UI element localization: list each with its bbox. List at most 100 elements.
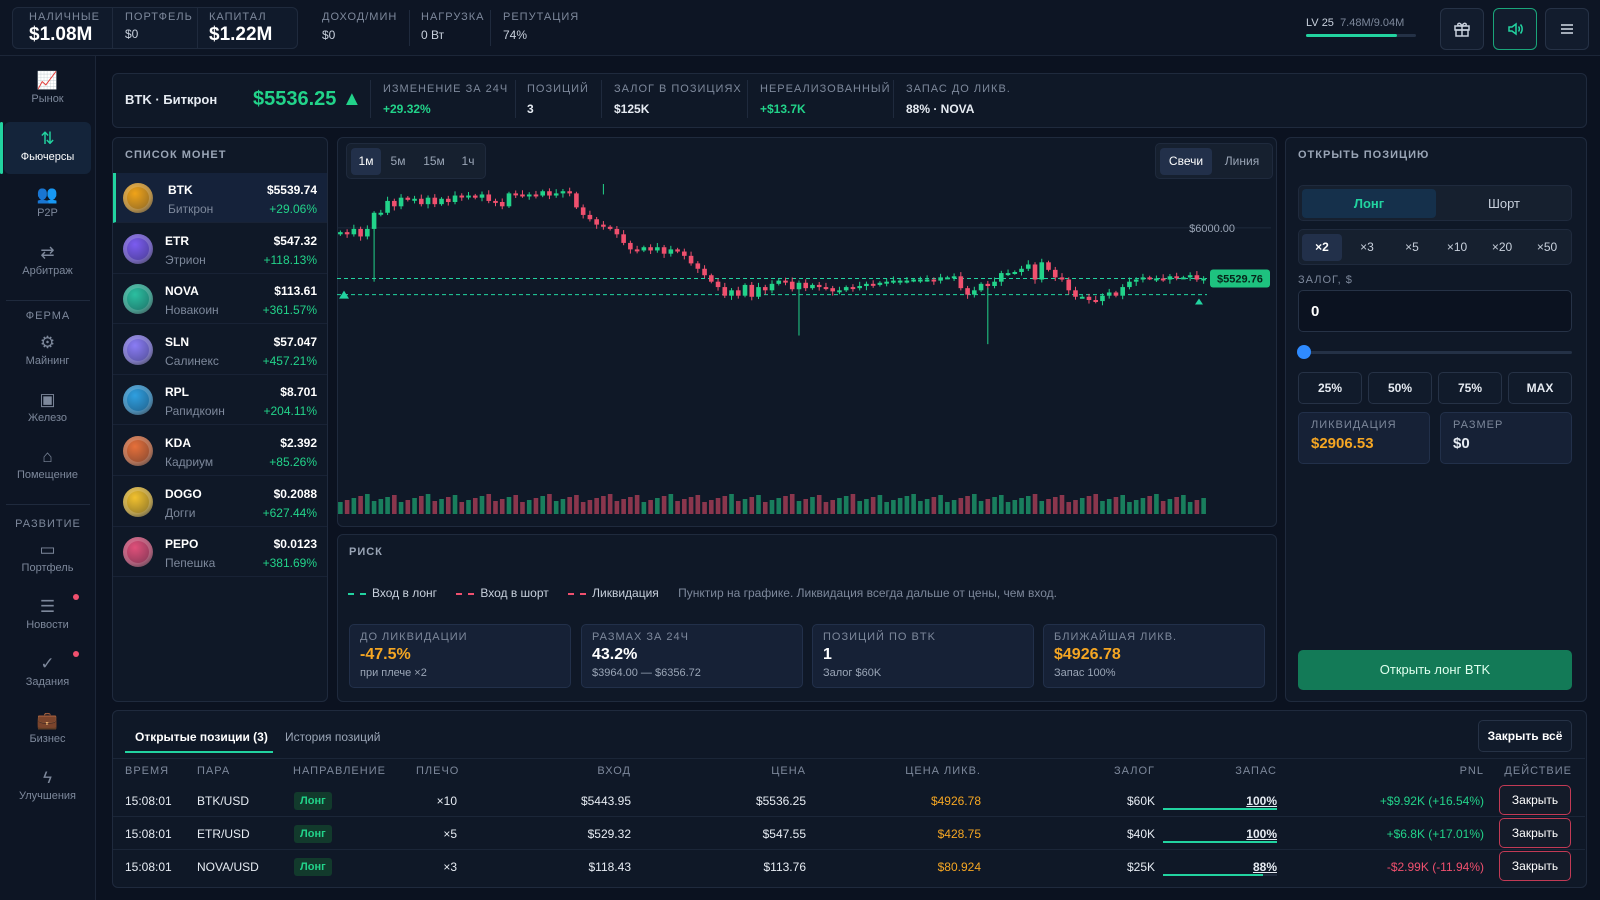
cell-leverage: ×3 — [443, 860, 457, 874]
gift-button[interactable] — [1440, 8, 1484, 50]
timeframe-15m[interactable]: 15м — [423, 154, 445, 168]
volume-bar — [412, 498, 417, 514]
sidebar-item-arbitrage[interactable]: ⇄ Арбитраж — [4, 236, 91, 288]
sidebar-item-futures[interactable]: ⇅ Фьючерсы — [0, 122, 91, 174]
close-all-button[interactable]: Закрыть всё — [1478, 720, 1572, 752]
sidebar-item-portfolio[interactable]: ▭ Портфель — [4, 533, 91, 585]
column-header: ЗАЛОГ — [1114, 765, 1155, 777]
sidebar-item-p2p[interactable]: 👥 P2P — [4, 178, 91, 230]
close-position-button[interactable]: Закрыть — [1499, 818, 1571, 848]
preset-50-button[interactable]: 50% — [1368, 372, 1432, 404]
volume-bar — [405, 500, 411, 514]
coin-change: +457.21% — [262, 353, 317, 368]
coin-row-etr[interactable]: ETR Этрион $547.32 +118.13% — [113, 224, 327, 274]
volume-bar — [837, 498, 842, 514]
candle — [972, 290, 977, 295]
candle — [1086, 296, 1092, 300]
sidebar: 📈 Рынок ⇅ Фьючерсы 👥 P2P ⇄ Арбитраж ФЕРМА ⚙ М… — [0, 56, 96, 900]
long-tab[interactable]: Лонг — [1302, 189, 1436, 218]
volume-bar — [459, 502, 465, 514]
candle — [695, 263, 701, 269]
volume-bar — [789, 494, 795, 514]
short-tab[interactable]: Шорт — [1487, 196, 1521, 211]
volume-bar — [1181, 495, 1186, 514]
sidebar-item-mining[interactable]: ⚙ Майнинг — [4, 326, 91, 378]
column-header: ЦЕНА — [771, 765, 806, 777]
volume-bar — [486, 494, 492, 514]
sidebar-item-hardware[interactable]: ▣ Железо — [4, 383, 91, 435]
sidebar-item-news[interactable]: ☰ Новости — [4, 590, 91, 642]
open-position-button[interactable]: Открыть лонг BTK — [1298, 650, 1572, 690]
coin-row-rpl[interactable]: RPL Рапидкоин $8.701 +204.11% — [113, 375, 327, 426]
candle — [1187, 275, 1193, 278]
coin-row-kda[interactable]: KDA Кадриум $2.392 +85.26% — [113, 426, 327, 476]
coin-row-dogo[interactable]: DOGO Догги $0.2088 +627.44% — [113, 477, 327, 527]
candle — [830, 288, 835, 292]
slider-handle[interactable] — [1297, 345, 1311, 359]
timeframe-5m[interactable]: 5м — [390, 154, 406, 168]
volume-bar — [445, 497, 451, 514]
coin-row-nova[interactable]: NOVA Новакоин $113.61 +361.57% — [113, 274, 327, 325]
volume-bar — [351, 498, 357, 514]
tab-open-positions[interactable]: Открытые позиции (3) — [135, 730, 268, 744]
volume-bar — [816, 495, 822, 514]
sidebar-item-label: Улучшения — [18, 790, 77, 802]
candle — [796, 282, 802, 290]
sidebar-item-upgrades[interactable]: ϟ Улучшения — [4, 761, 91, 813]
volume-bar — [439, 499, 444, 514]
income-stat: ДОХОД/МИН $0 — [322, 11, 397, 42]
coin-symbol: RPL — [165, 385, 189, 400]
candle — [1113, 292, 1119, 296]
volume-bar — [520, 502, 525, 514]
collateral-input[interactable] — [1298, 290, 1572, 332]
leverage-x10[interactable]: ×10 — [1446, 240, 1468, 254]
leverage-x2[interactable]: ×2 — [1302, 234, 1342, 261]
leverage-x5[interactable]: ×5 — [1405, 240, 1419, 254]
coin-row-btk[interactable]: BTK Биткрон $5539.74 +29.06% — [113, 173, 327, 223]
sound-button[interactable] — [1493, 8, 1537, 50]
price-chart[interactable]: $6000.00 $5529.76 — [337, 184, 1277, 524]
candle — [614, 228, 620, 235]
candle — [715, 281, 721, 288]
cell-pnl: -$2.99K (-11.94%) — [1386, 860, 1484, 874]
sidebar-item-business[interactable]: 💼 Бизнес — [4, 704, 91, 756]
briefcase-icon: 💼 — [36, 711, 59, 730]
sidebar-item-market[interactable]: 📈 Рынок — [4, 64, 91, 116]
load-stat: НАГРУЗКА 0 Вт — [421, 11, 484, 42]
tab-position-history[interactable]: История позиций — [285, 730, 381, 744]
volume-bar — [587, 500, 593, 514]
leverage-x3[interactable]: ×3 — [1360, 240, 1374, 254]
volume-bar — [1025, 496, 1031, 514]
close-position-button[interactable]: Закрыть — [1499, 851, 1571, 881]
volume-bar — [945, 502, 950, 514]
cell-time: 15:08:01 — [125, 860, 172, 874]
chart-type-candles[interactable]: Свечи — [1160, 148, 1212, 175]
candle — [520, 194, 525, 197]
timeframe-1m[interactable]: 1м — [351, 148, 381, 175]
swap-icon: ⇄ — [40, 243, 55, 262]
cell-reserve: 88% — [1252, 860, 1277, 874]
volume-bar — [419, 496, 424, 514]
risk-card-value: 43.2% — [592, 646, 638, 663]
coin-row-sln[interactable]: SLN Салинекс $57.047 +457.21% — [113, 325, 327, 375]
candle — [648, 247, 653, 251]
volume-bar — [1106, 499, 1112, 514]
leverage-x50[interactable]: ×50 — [1536, 240, 1558, 254]
collateral-slider[interactable] — [1297, 345, 1572, 359]
leverage-x20[interactable]: ×20 — [1491, 240, 1513, 254]
cell-leverage: ×10 — [436, 794, 457, 808]
preset-75-button[interactable]: 75% — [1438, 372, 1502, 404]
close-position-button[interactable]: Закрыть — [1499, 785, 1571, 815]
sidebar-item-premises[interactable]: ⌂ Помещение — [4, 440, 91, 492]
candle — [580, 207, 586, 215]
candle — [1120, 287, 1125, 296]
timeframe-1h[interactable]: 1ч — [461, 154, 475, 168]
coin-price: $547.32 — [273, 233, 317, 248]
capital-value: $1.22M — [209, 24, 273, 45]
menu-button[interactable] — [1545, 8, 1589, 50]
sidebar-item-tasks[interactable]: ✓ Задания — [4, 647, 91, 699]
preset-max-button[interactable]: MAX — [1508, 372, 1572, 404]
preset-25-button[interactable]: 25% — [1298, 372, 1362, 404]
chart-type-line[interactable]: Линия — [1224, 154, 1260, 168]
coin-row-pepo[interactable]: PEPO Пепешка $0.0123 +381.69% — [113, 527, 327, 578]
